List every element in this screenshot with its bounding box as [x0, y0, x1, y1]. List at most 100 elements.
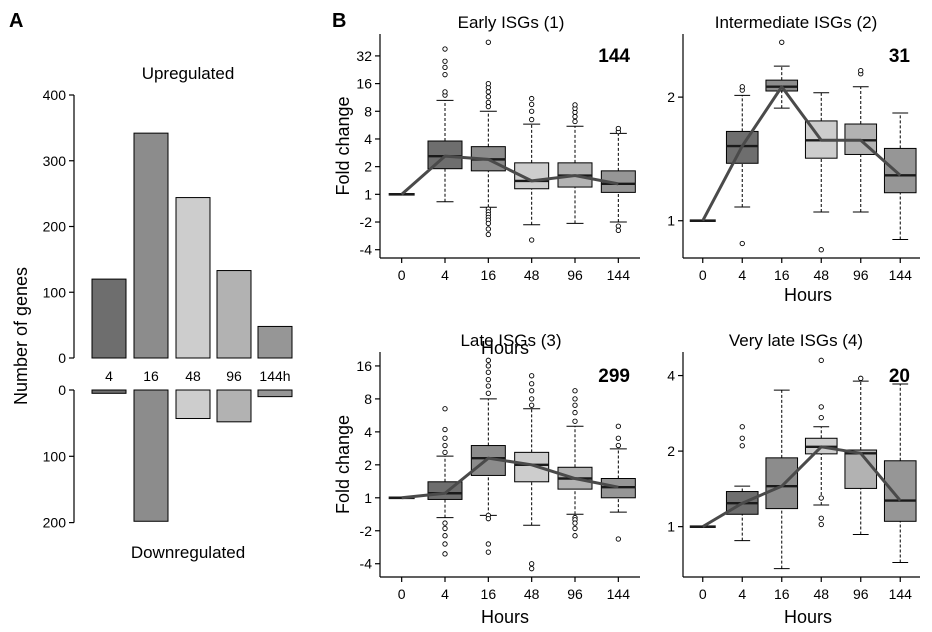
outlier-point	[572, 520, 578, 526]
chart-a-category-label: 144h	[259, 368, 290, 384]
y-tick-label: 32	[356, 48, 372, 64]
outlier-point	[572, 113, 578, 120]
outlier-point	[615, 536, 621, 542]
x-tick-label: 144	[607, 586, 631, 602]
x-tick-label: 0	[699, 586, 707, 602]
y-tick-label: 16	[356, 358, 372, 374]
y-tick-label: -2	[360, 214, 373, 230]
box-iqr	[765, 457, 799, 510]
gene-count: 299	[598, 366, 630, 387]
y-tick-label: 1	[364, 186, 372, 202]
outlier-point	[818, 414, 824, 421]
outlier-point	[442, 533, 448, 539]
outlier-point	[572, 102, 578, 108]
outlier-point	[485, 80, 491, 87]
x-tick-label: 96	[853, 586, 869, 602]
outlier-point	[739, 424, 745, 430]
outlier-point	[818, 357, 824, 363]
x-tick-label: 48	[813, 586, 829, 602]
y-tick-label: 4	[364, 131, 372, 147]
chart-a-bar-up	[133, 132, 169, 359]
chart-a-up-tick-label: 100	[43, 284, 67, 300]
outlier-point	[529, 396, 535, 402]
chart-a-up-tick-label: 300	[43, 153, 67, 169]
chart-a-bar-up	[91, 278, 127, 359]
chart-a-bar-up	[216, 270, 252, 359]
chart-a-gene-counts: Upregulated Downregulated Number of gene…	[11, 64, 293, 562]
outlier-point	[615, 435, 621, 441]
chart-a-up-tick-label: 0	[58, 350, 66, 366]
chart-a-bar-down	[216, 389, 252, 423]
outlier-point	[529, 95, 535, 102]
x-axis-label: Hours	[784, 607, 832, 627]
outlier-point	[485, 99, 491, 106]
trend-line	[401, 456, 619, 500]
outlier-point	[572, 388, 578, 394]
outlier-point	[442, 442, 448, 449]
outlier-point	[442, 551, 448, 557]
y-tick-label: -2	[360, 523, 373, 539]
outlier-point	[529, 373, 535, 379]
chart-a-y-axis-label: Number of genes	[11, 267, 31, 405]
outlier-point	[572, 418, 578, 424]
outlier-point	[858, 68, 864, 74]
x-tick-label: 4	[441, 586, 449, 602]
outlier-point	[818, 515, 824, 521]
y-tick-label: 8	[364, 391, 372, 407]
chart-a-down-tick-label: 0	[58, 382, 66, 398]
outlier-point	[529, 108, 535, 114]
box-iqr	[844, 449, 878, 489]
outlier-point	[529, 381, 535, 387]
outlier-point	[485, 390, 491, 396]
outlier-point	[818, 521, 824, 528]
outlier-point	[572, 396, 578, 402]
outlier-point	[485, 383, 491, 389]
outlier-point	[442, 58, 448, 64]
outlier-point	[442, 435, 448, 441]
y-axis-label: Fold change	[333, 415, 353, 514]
y-tick-label: -4	[360, 242, 373, 258]
y-tick-label: 2	[667, 443, 675, 459]
x-axis-label: Hours	[784, 285, 832, 305]
chart-a-up-tick-label: 200	[43, 219, 67, 235]
chart-a-series-down-label: Downregulated	[131, 543, 245, 562]
outlier-point	[442, 525, 448, 532]
x-tick-label: 144	[607, 267, 631, 283]
outlier-point	[818, 247, 824, 253]
outlier-point	[529, 101, 535, 108]
outlier-point	[739, 84, 745, 90]
box-iqr	[514, 451, 550, 483]
chart-a-down-tick-label: 200	[43, 515, 67, 531]
outlier-point	[485, 220, 491, 227]
trend-line	[701, 85, 902, 222]
chart-a-up-tick-label: 400	[43, 87, 67, 103]
outlier-point	[485, 541, 491, 547]
outlier-point	[485, 376, 491, 383]
outlier-point	[572, 533, 578, 539]
outlier-point	[529, 402, 535, 408]
y-tick-label: 1	[667, 519, 675, 535]
panel-label-b: B	[332, 10, 346, 32]
x-tick-label: 96	[567, 267, 583, 283]
x-tick-label: 16	[774, 586, 790, 602]
outlier-point	[442, 89, 448, 95]
x-tick-label: 144	[889, 267, 913, 283]
panel-label-a: A	[9, 10, 23, 32]
chart-title: Late ISGs (3)	[460, 331, 561, 350]
x-tick-label: 4	[738, 267, 746, 283]
outlier-point	[442, 541, 448, 547]
x-tick-label: 4	[738, 586, 746, 602]
outlier-point	[615, 442, 621, 449]
chart-b2-intermediate-isgs: 1 2 0 4 16 48 96 144 Intermediate ISGs (2) 31 Hour…	[667, 13, 920, 305]
outlier-point	[485, 89, 491, 95]
x-tick-label: 144	[889, 586, 913, 602]
chart-title: Intermediate ISGs (2)	[715, 13, 878, 32]
outlier-point	[485, 549, 491, 555]
outlier-point	[485, 363, 491, 369]
chart-a-category-label: 48	[185, 368, 201, 384]
y-tick-label: 8	[364, 103, 372, 119]
y-tick-label: 4	[364, 424, 372, 440]
chart-a-bar-down	[257, 389, 293, 398]
chart-a-bar-down	[91, 389, 127, 394]
outlier-point	[615, 125, 621, 132]
